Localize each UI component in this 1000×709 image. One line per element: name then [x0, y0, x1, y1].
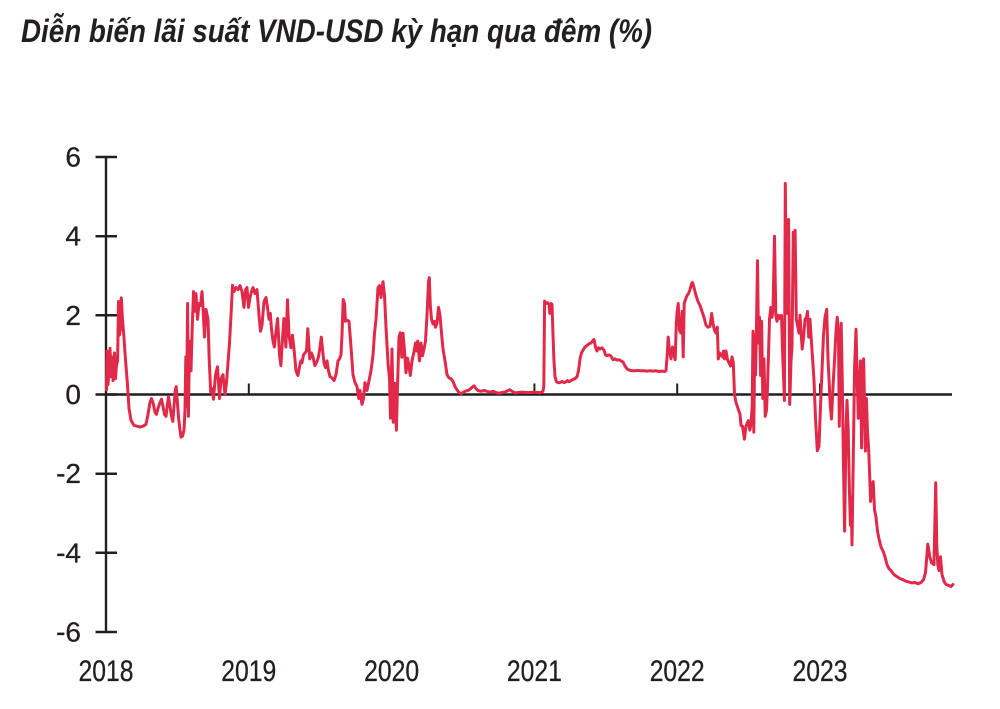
svg-text:-2: -2 [56, 458, 81, 489]
svg-text:2022: 2022 [650, 655, 705, 688]
svg-text:0: 0 [65, 379, 81, 410]
svg-text:-4: -4 [56, 537, 81, 568]
svg-text:2021: 2021 [507, 655, 562, 688]
svg-text:2018: 2018 [79, 655, 134, 688]
svg-text:2019: 2019 [221, 655, 276, 688]
svg-text:2020: 2020 [364, 655, 419, 688]
svg-text:6: 6 [65, 142, 81, 173]
svg-text:2: 2 [65, 300, 81, 331]
svg-text:Diễn biến lãi suất VND-USD kỳ: Diễn biến lãi suất VND-USD kỳ hạn qua đê… [21, 13, 652, 49]
svg-text:-6: -6 [56, 617, 81, 648]
svg-text:4: 4 [65, 221, 81, 252]
svg-text:2023: 2023 [793, 655, 848, 688]
